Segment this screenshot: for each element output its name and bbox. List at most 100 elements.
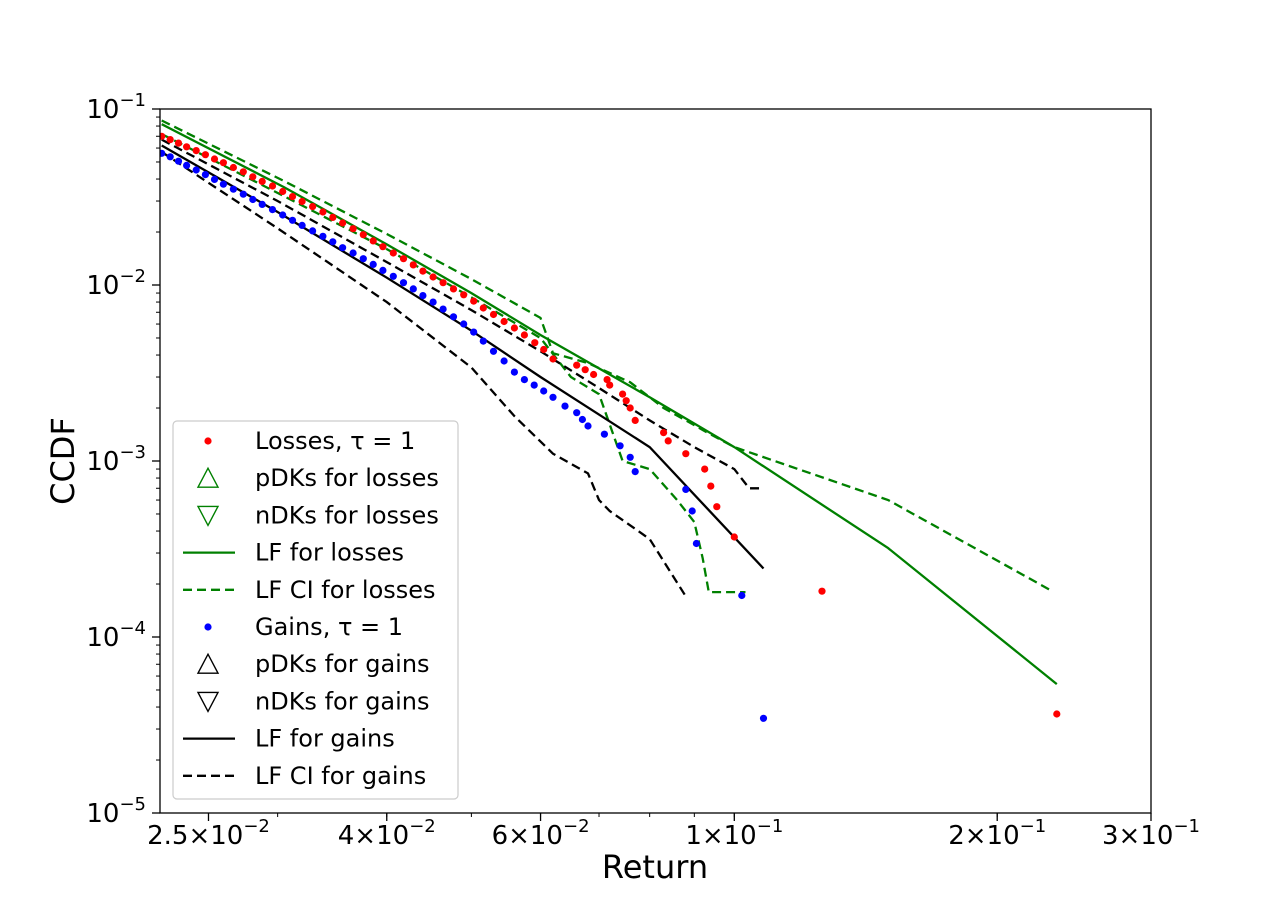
x-tick-label-3: 1×10−1 bbox=[685, 816, 783, 851]
data-point-1-19 bbox=[339, 244, 347, 252]
data-point-1-12 bbox=[268, 206, 277, 214]
data-point-0-55 bbox=[713, 503, 721, 511]
y-axis: 10−1 10−2 10−3 10−4 10−5 bbox=[86, 90, 160, 829]
data-point-0-33 bbox=[479, 304, 487, 312]
data-point-1-41 bbox=[561, 402, 569, 410]
data-point-0-14 bbox=[288, 193, 297, 201]
y-tick-label-0: 10−1 bbox=[86, 90, 146, 125]
legend-entry-4-label: LF CI for losses bbox=[255, 576, 436, 604]
data-point-0-54 bbox=[707, 482, 715, 490]
data-point-1-7 bbox=[219, 180, 227, 188]
x-tick-label-5: 3×10−1 bbox=[1102, 816, 1200, 851]
data-point-1-15 bbox=[298, 221, 306, 229]
x-tick-label-1: 4×10−2 bbox=[338, 816, 436, 851]
x-tick-label-4: 2×10−1 bbox=[948, 816, 1046, 851]
data-point-0-48 bbox=[626, 404, 634, 412]
data-point-0-26 bbox=[409, 261, 417, 269]
data-point-1-26 bbox=[409, 285, 417, 293]
data-point-1-45 bbox=[600, 430, 609, 438]
data-point-1-39 bbox=[540, 387, 548, 395]
series-layer bbox=[160, 119, 1061, 722]
data-point-0-22 bbox=[369, 237, 377, 245]
data-point-1-38 bbox=[530, 381, 538, 389]
x-tick-label-0: 2.5×10−2 bbox=[147, 816, 270, 851]
legend-entry-6-marker bbox=[196, 652, 220, 674]
data-point-0-13 bbox=[279, 187, 287, 196]
data-point-0-45 bbox=[606, 381, 614, 389]
data-point-1-21 bbox=[359, 255, 367, 263]
series-line-3 bbox=[161, 119, 1051, 592]
data-point-1-50 bbox=[688, 507, 696, 515]
series-line-6 bbox=[161, 138, 764, 490]
data-point-1-46 bbox=[616, 442, 624, 450]
legend-entry-0-label: Losses, τ = 1 bbox=[255, 427, 415, 455]
data-point-0-1 bbox=[166, 136, 174, 144]
data-point-0-41 bbox=[573, 361, 581, 369]
legend-box bbox=[172, 420, 459, 800]
data-point-0-51 bbox=[664, 437, 672, 445]
data-point-1-13 bbox=[279, 211, 287, 219]
data-point-0-19 bbox=[339, 219, 347, 227]
legend-entry-7-marker bbox=[196, 691, 220, 713]
data-point-0-52 bbox=[682, 450, 690, 458]
data-point-1-27 bbox=[419, 292, 427, 300]
data-point-0-15 bbox=[298, 197, 306, 206]
x-tick-label-2: 6×10−2 bbox=[492, 816, 590, 851]
data-point-0-53 bbox=[701, 465, 709, 473]
data-point-1-34 bbox=[489, 347, 498, 355]
data-point-0-40 bbox=[549, 355, 557, 363]
data-point-0-34 bbox=[489, 310, 498, 319]
data-point-0-16 bbox=[309, 203, 317, 211]
data-point-0-8 bbox=[229, 163, 237, 172]
data-point-1-22 bbox=[369, 260, 377, 268]
data-point-1-6 bbox=[210, 175, 219, 183]
data-point-1-37 bbox=[520, 376, 529, 384]
data-point-0-5 bbox=[201, 151, 209, 159]
data-point-1-5 bbox=[201, 171, 209, 179]
data-point-0-58 bbox=[1053, 710, 1061, 718]
data-point-0-43 bbox=[590, 370, 598, 379]
y-axis-title: CCDF bbox=[44, 417, 82, 505]
data-point-0-21 bbox=[359, 231, 367, 239]
data-point-0-27 bbox=[419, 267, 427, 275]
data-point-1-14 bbox=[288, 216, 297, 224]
y-tick-label-2: 10−3 bbox=[86, 442, 146, 477]
data-point-0-4 bbox=[192, 147, 200, 155]
data-point-0-10 bbox=[249, 173, 257, 181]
legend-entry-8-label: LF for gains bbox=[255, 725, 395, 753]
legend-entry-5-label: Gains, τ = 1 bbox=[255, 613, 403, 641]
data-point-0-24 bbox=[389, 249, 397, 257]
data-point-1-10 bbox=[249, 195, 257, 204]
data-point-0-2 bbox=[174, 139, 183, 147]
data-point-1-8 bbox=[229, 185, 237, 193]
data-point-0-9 bbox=[239, 168, 247, 176]
legend-entry-6-label: pDKs for gains bbox=[255, 650, 430, 678]
data-point-1-51 bbox=[692, 539, 701, 548]
legend-entry-1-label: pDKs for losses bbox=[255, 464, 439, 492]
data-point-0-57 bbox=[818, 587, 826, 595]
data-point-1-23 bbox=[379, 266, 387, 274]
data-point-1-35 bbox=[500, 357, 508, 365]
data-point-0-36 bbox=[510, 324, 518, 332]
data-point-0-29 bbox=[439, 279, 447, 287]
data-point-1-36 bbox=[510, 368, 518, 376]
legend-entry-7-label: nDKs for gains bbox=[255, 687, 430, 715]
data-point-0-35 bbox=[500, 317, 508, 326]
x-axis: 2.5×10−2 4×10−2 6×10−2 1×10−1 2×10−1 3×10−1 bbox=[147, 813, 1200, 851]
data-point-0-46 bbox=[619, 390, 627, 398]
data-point-1-16 bbox=[309, 227, 317, 235]
data-point-1-44 bbox=[584, 422, 592, 430]
y-tick-label-4: 10−5 bbox=[86, 794, 146, 829]
data-point-0-6 bbox=[210, 155, 219, 163]
data-point-0-49 bbox=[631, 416, 639, 424]
data-point-1-0 bbox=[160, 149, 166, 157]
data-point-0-28 bbox=[429, 273, 437, 281]
data-point-1-24 bbox=[389, 272, 397, 280]
data-point-1-32 bbox=[470, 328, 478, 336]
data-point-0-0 bbox=[160, 132, 166, 140]
legend-entry-5-marker bbox=[204, 623, 212, 631]
data-point-1-17 bbox=[319, 232, 327, 240]
data-point-1-47 bbox=[626, 453, 634, 461]
x-axis-title: Return bbox=[602, 848, 708, 886]
data-point-1-53 bbox=[759, 714, 768, 722]
